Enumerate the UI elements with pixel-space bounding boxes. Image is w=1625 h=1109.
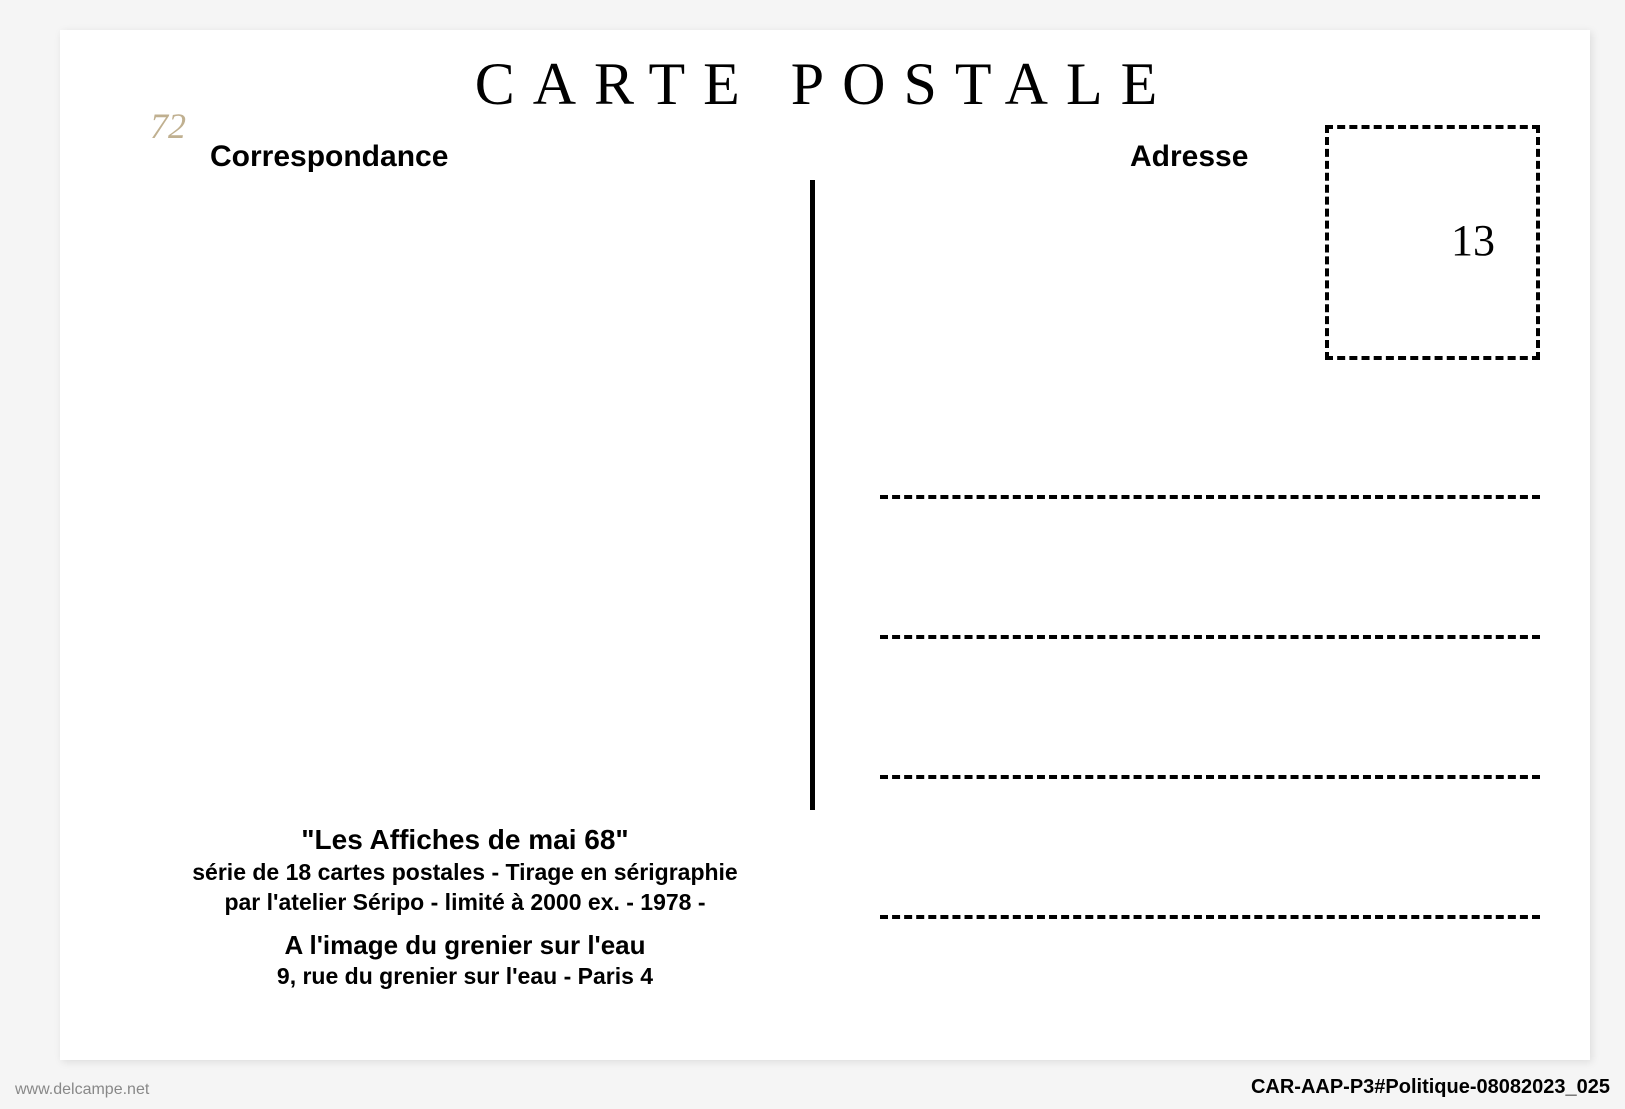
footer-reference: CAR-AAP-P3#Politique-08082023_025 [1251, 1076, 1610, 1099]
postcard-back: CARTE POSTALE 72 Correspondance Adresse … [60, 30, 1590, 1060]
address-line-3 [880, 775, 1540, 779]
stamp-box [1325, 125, 1540, 360]
series-details: série de 18 cartes postales - Tirage en … [155, 858, 775, 918]
series-info-block: "Les Affiches de mai 68" série de 18 car… [155, 824, 775, 990]
watermark-text: www.delcampe.net [15, 1081, 149, 1099]
address-line-2 [880, 635, 1540, 639]
address-line-4 [880, 915, 1540, 919]
series-details-line2: par l'atelier Séripo - limité à 2000 ex.… [224, 889, 705, 915]
center-divider [810, 180, 815, 810]
shop-address: 9, rue du grenier sur l'eau - Paris 4 [155, 963, 775, 990]
address-line-1 [880, 495, 1540, 499]
correspondance-label: Correspondance [210, 140, 448, 174]
shop-name: A l'image du grenier sur l'eau [155, 930, 775, 961]
series-details-line1: série de 18 cartes postales - Tirage en … [192, 859, 737, 885]
series-title: "Les Affiches de mai 68" [155, 824, 775, 856]
adresse-label: Adresse [1130, 140, 1248, 174]
stamp-number: 13 [1451, 215, 1495, 266]
postcard-title: CARTE POSTALE [60, 50, 1590, 119]
handwritten-mark: 72 [150, 105, 186, 147]
